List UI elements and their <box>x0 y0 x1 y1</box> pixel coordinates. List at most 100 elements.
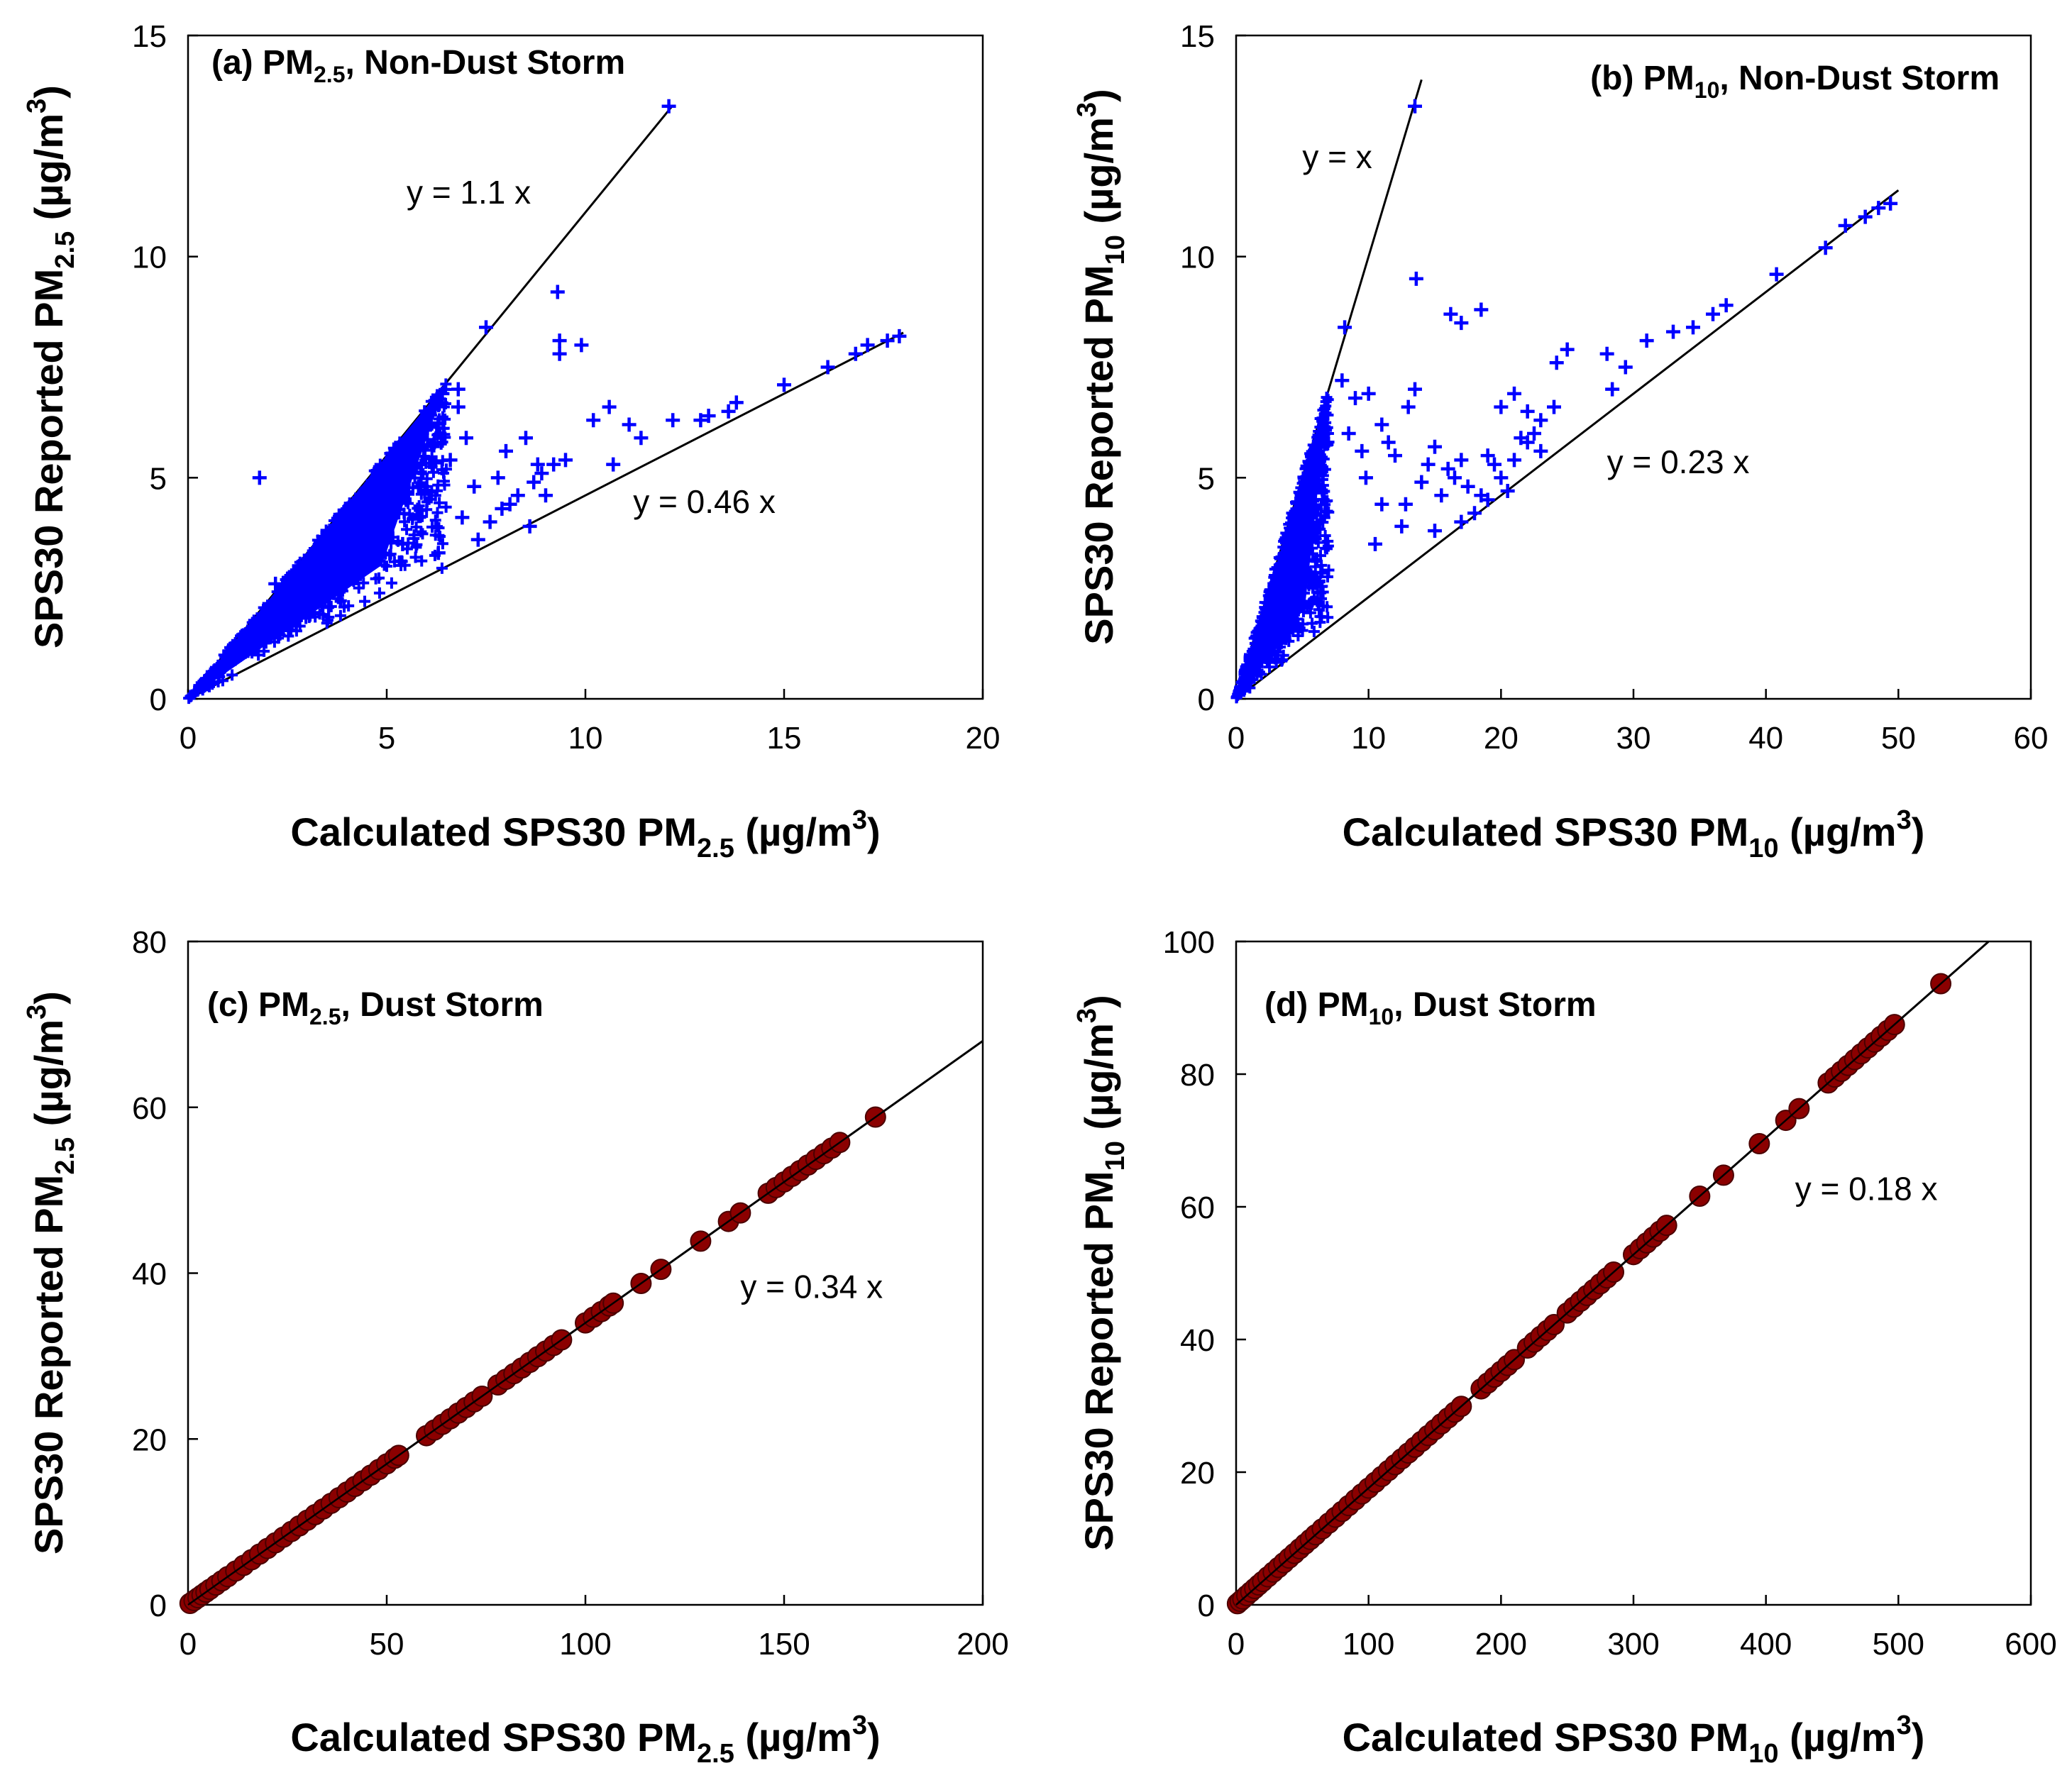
y-tick-label: 60 <box>132 1091 167 1126</box>
data-point <box>380 497 394 512</box>
data-point <box>666 413 680 428</box>
data-point <box>320 541 334 556</box>
y-tick-label: 80 <box>1180 1058 1215 1093</box>
x-tick-label: 150 <box>758 1627 810 1662</box>
data-point <box>403 461 418 476</box>
data-point <box>1341 426 1356 441</box>
data-point <box>455 510 470 525</box>
y-tick-label: 15 <box>132 19 167 54</box>
data-point <box>395 536 410 551</box>
data-point <box>1494 470 1509 485</box>
data-point <box>252 470 267 485</box>
fit-line-overlay <box>187 1040 983 1606</box>
data-point <box>1533 443 1548 458</box>
x-tick-label: 20 <box>966 721 1001 756</box>
y-tick-label: 0 <box>1198 683 1215 717</box>
data-point <box>1443 306 1458 321</box>
fit-line <box>187 331 904 700</box>
panel-b-x-axis-title: Calculated SPS30 PM10 (µg/m3) <box>1343 805 1925 863</box>
data-point <box>435 386 450 401</box>
data-point <box>606 457 621 472</box>
x-tick-label: 200 <box>1475 1627 1527 1662</box>
panel-b-title: (b) PM10, Non-Dust Storm <box>1590 60 2000 103</box>
data-point <box>1358 470 1373 485</box>
data-point <box>1883 196 1898 211</box>
data-point <box>1428 439 1442 454</box>
data-point <box>451 399 465 414</box>
data-point <box>1381 435 1396 450</box>
x-tick-label: 30 <box>1616 721 1651 756</box>
data-point <box>1500 484 1515 499</box>
data-point <box>848 346 863 361</box>
data-point <box>292 559 307 573</box>
data-point <box>1409 271 1423 286</box>
panel-d-y-axis-title: SPS30 Reported PM10 (µg/m3) <box>1072 995 1130 1550</box>
data-point <box>510 488 525 503</box>
fit-line-label: y = 0.18 x <box>1795 1171 1938 1208</box>
data-point <box>1355 443 1370 458</box>
data-point <box>777 377 791 392</box>
data-point <box>1487 457 1501 472</box>
x-tick-label: 600 <box>2005 1627 2056 1662</box>
fit-line <box>1235 189 1900 700</box>
data-point <box>539 488 553 503</box>
data-point <box>820 360 835 375</box>
x-tick-label: 0 <box>1228 721 1245 756</box>
data-point <box>519 431 533 446</box>
panel-b-points <box>1335 99 1898 551</box>
data-point <box>860 338 875 353</box>
data-point <box>1520 404 1535 419</box>
data-point <box>1838 219 1853 233</box>
panel-a: 0 5 10 15 20 0 5 10 15 y = 1.1 x y = 0.46 x (a) P… <box>22 19 1000 863</box>
data-point <box>1514 431 1528 446</box>
data-point <box>550 284 565 299</box>
data-point <box>701 409 716 424</box>
data-point <box>1507 453 1521 468</box>
data-point <box>348 524 363 538</box>
cloud-markers <box>1230 392 1335 704</box>
x-tick-label: 0 <box>180 721 197 756</box>
data-point <box>1480 492 1495 507</box>
data-point <box>1454 316 1469 331</box>
panel-c-x-axis-title: Calculated SPS30 PM2.5 (µg/m3) <box>290 1711 880 1769</box>
data-point <box>459 431 473 446</box>
fit-line-label: y = 0.46 x <box>633 483 776 520</box>
data-point <box>1467 506 1482 521</box>
cloud-markers <box>183 378 452 705</box>
x-tick-label: 20 <box>1484 721 1519 756</box>
data-point <box>423 417 438 432</box>
data-point <box>1361 386 1376 401</box>
data-point <box>558 453 573 468</box>
panel-b-y-axis-title: SPS30 Reported PM10 (µg/m3) <box>1072 89 1130 644</box>
x-tick-label: 0 <box>1228 1627 1245 1662</box>
y-tick-label: 20 <box>1180 1456 1215 1491</box>
y-tick-label: 40 <box>132 1257 167 1292</box>
y-tick-label: 15 <box>1180 19 1215 54</box>
data-point <box>1421 457 1435 472</box>
data-point <box>1374 417 1389 432</box>
panel-a-ticks: 0 5 10 15 20 0 5 10 15 <box>132 19 1000 756</box>
data-point <box>622 417 637 432</box>
x-tick-label: 10 <box>1351 721 1386 756</box>
data-point <box>1401 399 1416 414</box>
data-point <box>1408 99 1422 114</box>
panel-b-ticks: 0 10 20 30 40 50 60 0 5 10 15 <box>1180 19 2048 756</box>
data-point <box>1434 488 1449 503</box>
data-point <box>1335 373 1350 388</box>
data-point <box>1414 475 1429 490</box>
data-point <box>661 99 676 114</box>
data-point <box>1871 201 1886 216</box>
y-tick-label: 0 <box>1198 1589 1215 1623</box>
data-point <box>1818 241 1833 255</box>
data-point <box>1388 448 1402 463</box>
fit-line-label: y = 0.23 x <box>1607 443 1750 480</box>
x-tick-label: 400 <box>1740 1627 1792 1662</box>
data-point <box>1769 267 1784 282</box>
data-point <box>268 576 283 591</box>
data-point <box>1719 298 1734 313</box>
fit-line-overlay <box>1235 941 1990 1606</box>
data-point <box>470 532 485 547</box>
data-point <box>1398 497 1413 512</box>
data-point <box>574 338 589 353</box>
x-tick-label: 40 <box>1748 721 1783 756</box>
